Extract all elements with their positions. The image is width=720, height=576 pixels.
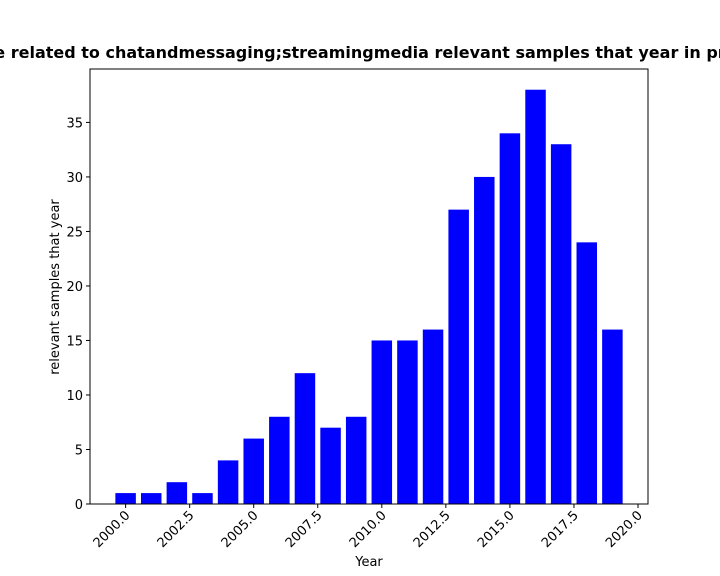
- y-tick-label: 15: [66, 334, 83, 349]
- bar: [499, 133, 521, 504]
- bar: [525, 89, 546, 504]
- x-tick-label: 2007.5: [283, 508, 326, 551]
- bar: [397, 340, 418, 504]
- y-tick-label: 5: [75, 443, 83, 458]
- y-tick-label: 10: [66, 389, 83, 404]
- x-tick-label: 2012.5: [411, 508, 454, 551]
- bar: [345, 416, 367, 504]
- bar: [294, 373, 316, 504]
- bar: [192, 493, 213, 504]
- chart-title: e related to chatandmessaging;streamingm…: [0, 43, 720, 62]
- bar: [422, 329, 444, 504]
- bar: [140, 493, 162, 504]
- bar: [320, 427, 341, 504]
- y-tick-label: 20: [66, 280, 83, 295]
- x-tick-label: 2015.0: [475, 508, 518, 551]
- bar: [576, 242, 598, 504]
- bar: [243, 438, 264, 504]
- bar: [217, 460, 239, 504]
- bar: [602, 329, 623, 504]
- bar: [115, 493, 136, 504]
- y-tick-label: 30: [66, 171, 83, 186]
- x-axis-label: Year: [354, 555, 383, 570]
- x-tick-label: 2010.0: [347, 508, 390, 551]
- x-tick-label: 2017.5: [539, 508, 582, 551]
- bar: [474, 176, 495, 505]
- x-tick-label: 2002.5: [155, 508, 198, 551]
- y-tick-label: 25: [66, 225, 83, 240]
- bar: [371, 340, 393, 504]
- plot-frame: [89, 68, 649, 505]
- x-tick-label: 2000.0: [91, 508, 134, 551]
- y-axis-label: relevant samples that year: [48, 199, 63, 375]
- y-tick-label: 0: [75, 498, 83, 513]
- bar: [166, 482, 188, 504]
- bar: [550, 144, 572, 504]
- bar: [448, 209, 469, 504]
- x-tick-label: 2020.0: [603, 508, 646, 551]
- bar: [269, 416, 290, 504]
- x-tick-label: 2005.0: [219, 508, 262, 551]
- y-tick-label: 35: [66, 116, 83, 131]
